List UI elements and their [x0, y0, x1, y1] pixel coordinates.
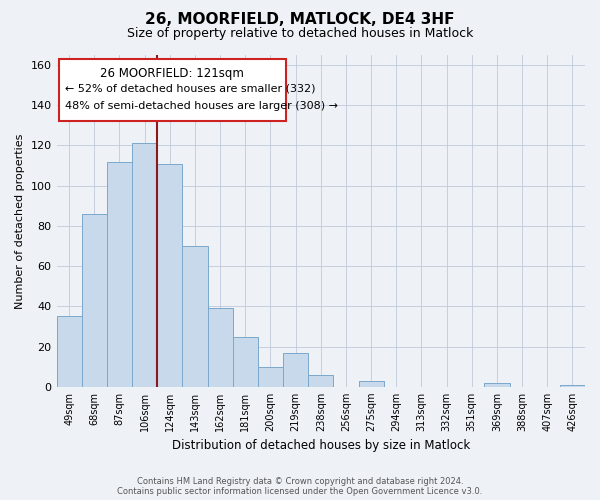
Bar [182, 246, 208, 387]
Text: Contains HM Land Registry data © Crown copyright and database right 2024.: Contains HM Land Registry data © Crown c… [137, 477, 463, 486]
Text: Size of property relative to detached houses in Matlock: Size of property relative to detached ho… [127, 28, 473, 40]
Text: Contains public sector information licensed under the Open Government Licence v3: Contains public sector information licen… [118, 487, 482, 496]
Bar [132, 144, 157, 387]
Text: 26, MOORFIELD, MATLOCK, DE4 3HF: 26, MOORFIELD, MATLOCK, DE4 3HF [145, 12, 455, 28]
Text: 26 MOORFIELD: 121sqm: 26 MOORFIELD: 121sqm [100, 67, 244, 80]
Bar [208, 308, 233, 387]
Text: 48% of semi-detached houses are larger (308) →: 48% of semi-detached houses are larger (… [65, 102, 338, 112]
Bar [484, 383, 509, 387]
FancyBboxPatch shape [59, 59, 286, 122]
Bar [107, 162, 132, 387]
Bar [560, 385, 585, 387]
Bar [233, 336, 258, 387]
Text: ← 52% of detached houses are smaller (332): ← 52% of detached houses are smaller (33… [65, 83, 316, 93]
X-axis label: Distribution of detached houses by size in Matlock: Distribution of detached houses by size … [172, 440, 470, 452]
Bar [157, 164, 182, 387]
Y-axis label: Number of detached properties: Number of detached properties [15, 133, 25, 308]
Bar [258, 366, 283, 387]
Bar [308, 374, 334, 387]
Bar [56, 316, 82, 387]
Bar [283, 352, 308, 387]
Bar [82, 214, 107, 387]
Bar [359, 381, 383, 387]
